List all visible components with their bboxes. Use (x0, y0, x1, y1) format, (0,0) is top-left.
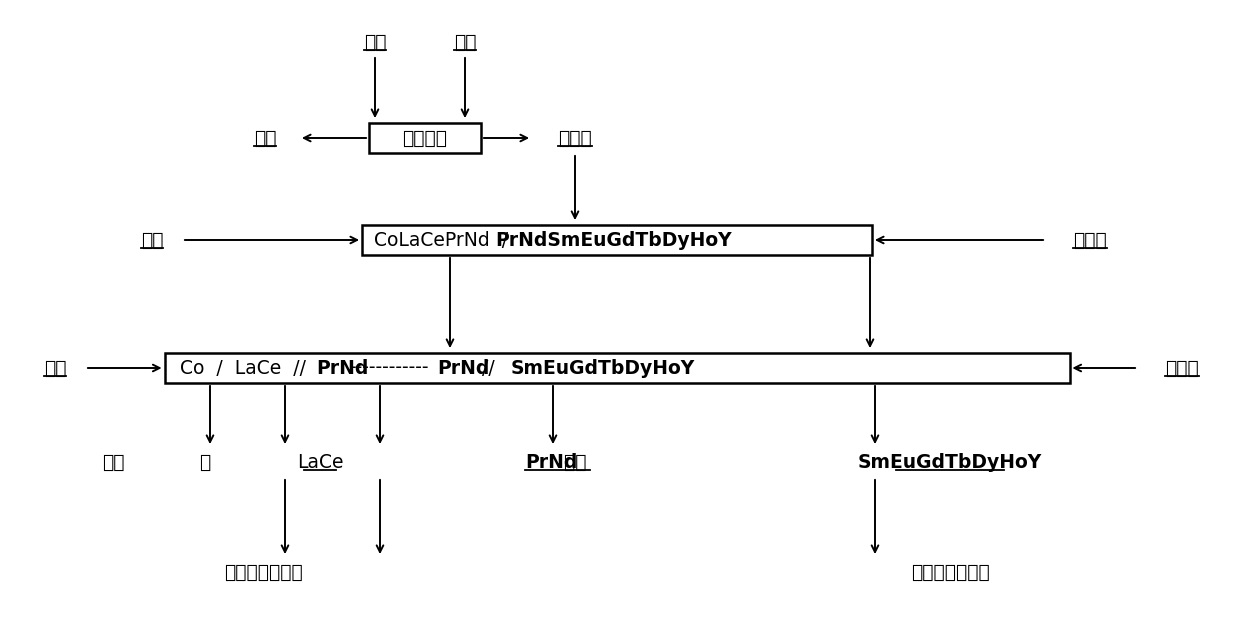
Text: 接后续分离工艺: 接后续分离工艺 (223, 562, 302, 582)
Text: 料液: 料液 (453, 32, 476, 52)
Text: 废水: 废水 (254, 129, 276, 147)
Text: ------------: ------------ (349, 359, 429, 378)
Text: //: // (471, 359, 507, 378)
Text: 皂有: 皂有 (141, 230, 164, 250)
Text: PrNdSmEuGdTbDyHoY: PrNdSmEuGdTbDyHoY (496, 230, 732, 250)
Text: Co  /  LaCe  //: Co / LaCe // (180, 359, 317, 378)
Text: PrNd: PrNd (525, 452, 577, 472)
Bar (362, 225, 872, 255)
Text: 接后续分离工艺: 接后续分离工艺 (911, 562, 990, 582)
Text: 产品: 产品 (559, 452, 587, 472)
Text: PrNd: PrNd (437, 359, 489, 378)
Bar (165, 353, 1069, 383)
Text: SmEuGdTbDyHoY: SmEuGdTbDyHoY (857, 452, 1042, 472)
Text: 废水: 废水 (102, 452, 124, 472)
Text: SmEuGdTbDyHoY: SmEuGdTbDyHoY (510, 359, 695, 378)
Text: LaCe: LaCe (297, 452, 343, 472)
Text: 负有料: 负有料 (558, 129, 592, 147)
Text: 皂有: 皂有 (43, 359, 66, 378)
Bar (369, 123, 481, 153)
Text: 洗反酸: 洗反酸 (1073, 230, 1106, 250)
Text: 全萃工艺: 全萃工艺 (403, 129, 447, 147)
Text: 钴: 钴 (199, 452, 211, 472)
Text: PrNd: PrNd (316, 359, 368, 378)
Text: CoLaCePrNd  /: CoLaCePrNd / (374, 230, 520, 250)
Text: 皂有: 皂有 (364, 32, 387, 52)
Text: 洗反酸: 洗反酸 (1165, 359, 1199, 378)
